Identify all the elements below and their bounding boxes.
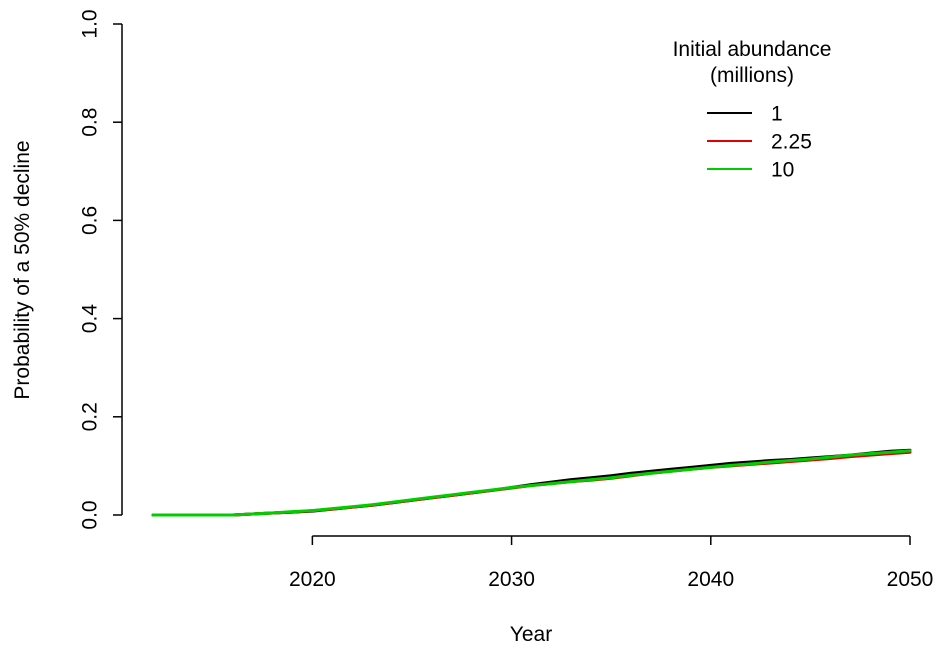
x-tick-label: 2050 [887,568,934,591]
x-axis-title: Year [510,623,552,646]
x-tick-label: 2030 [488,568,535,591]
legend-title-line1: Initial abundance [673,38,832,61]
legend-label: 2.25 [771,130,812,153]
y-tick-label: 0.4 [78,304,101,334]
y-tick-label: 0.6 [78,206,101,235]
x-tick-label: 2040 [687,568,734,591]
legend-label: 10 [771,158,794,181]
y-tick-label: 0.2 [78,402,101,431]
legend: Initial abundance (millions) 1 2.25 10 [673,38,832,181]
x-axis: 2020 2030 2040 2050 [289,535,933,591]
legend-label: 1 [771,102,783,125]
legend-items: 1 2.25 10 [707,102,812,181]
y-ticks: 0.0 0.2 0.4 0.6 0.8 1.0 [78,9,122,530]
y-axis-title: Probability of a 50% decline [11,140,34,399]
plot-lines [151,448,912,517]
x-tick-label: 2020 [289,568,336,591]
series-line-10 [151,449,912,517]
y-tick-label: 0.0 [78,500,101,529]
y-tick-label: 0.8 [78,108,101,137]
x-ticks: 2020 2030 2040 2050 [289,536,933,591]
y-tick-label: 1.0 [78,9,101,38]
y-axis: 0.0 0.2 0.4 0.6 0.8 1.0 [78,9,123,530]
legend-title-line2: (millions) [710,64,794,87]
